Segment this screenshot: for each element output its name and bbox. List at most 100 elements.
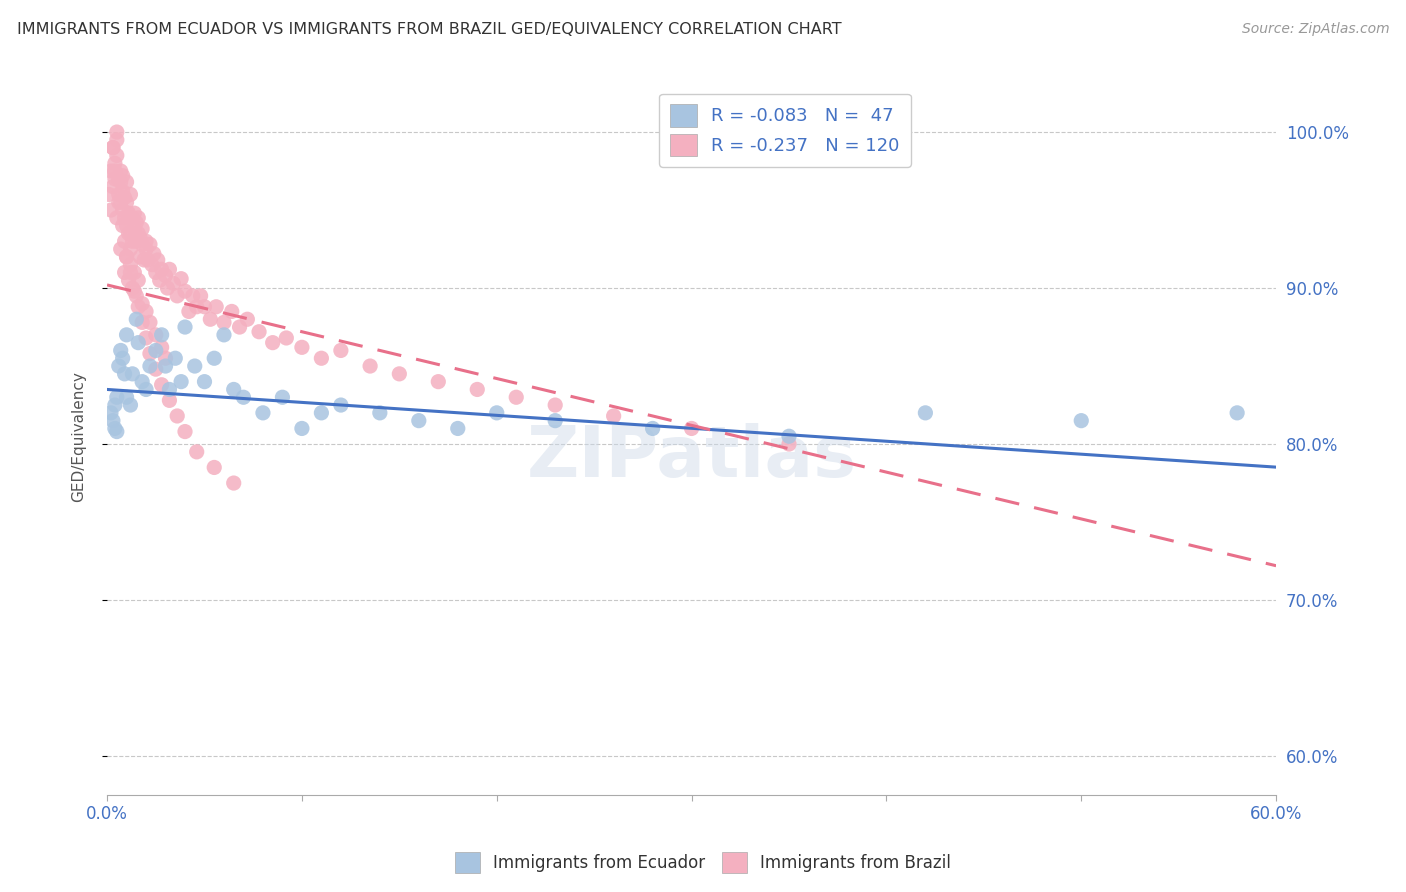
Point — [329, 398, 352, 412]
Point — [162, 277, 184, 291]
Point — [114, 234, 136, 248]
Point — [232, 390, 254, 404]
Point — [127, 273, 149, 287]
Point — [1226, 406, 1249, 420]
Point — [914, 406, 936, 420]
Point — [110, 242, 132, 256]
Point — [139, 346, 162, 360]
Point — [101, 141, 124, 155]
Point — [184, 359, 207, 373]
Point — [368, 406, 391, 420]
Point — [120, 265, 142, 279]
Legend: Immigrants from Ecuador, Immigrants from Brazil: Immigrants from Ecuador, Immigrants from… — [449, 846, 957, 880]
Point — [111, 184, 134, 198]
Point — [117, 227, 139, 241]
Point — [186, 445, 208, 459]
Point — [212, 327, 235, 342]
Point — [120, 242, 142, 256]
Text: ZIPatlas: ZIPatlas — [526, 424, 856, 492]
Point — [641, 421, 664, 435]
Point — [150, 327, 173, 342]
Point — [155, 359, 177, 373]
Point — [166, 409, 188, 423]
Point — [145, 362, 167, 376]
Point — [145, 343, 167, 358]
Point — [149, 273, 172, 287]
Point — [236, 312, 259, 326]
Point — [120, 187, 142, 202]
Point — [247, 325, 270, 339]
Point — [100, 202, 122, 217]
Point — [174, 320, 197, 334]
Point — [124, 284, 146, 298]
Legend: R = -0.083   N =  47, R = -0.237   N = 120: R = -0.083 N = 47, R = -0.237 N = 120 — [659, 94, 911, 167]
Point — [291, 340, 314, 354]
Point — [124, 221, 146, 235]
Point — [156, 281, 179, 295]
Point — [114, 265, 136, 279]
Point — [145, 265, 167, 279]
Point — [202, 351, 225, 366]
Point — [121, 234, 143, 248]
Point — [157, 393, 180, 408]
Point — [114, 190, 136, 204]
Point — [205, 300, 228, 314]
Point — [212, 315, 235, 329]
Point — [127, 227, 149, 241]
Point — [681, 421, 703, 435]
Point — [155, 351, 177, 366]
Point — [408, 414, 430, 428]
Point — [202, 460, 225, 475]
Point — [115, 219, 138, 233]
Point — [177, 304, 200, 318]
Point — [131, 296, 153, 310]
Point — [115, 175, 138, 189]
Point — [131, 221, 153, 235]
Point — [146, 252, 169, 267]
Point — [145, 327, 167, 342]
Point — [120, 258, 142, 272]
Point — [1070, 414, 1092, 428]
Point — [104, 164, 127, 178]
Point — [105, 125, 128, 139]
Point — [166, 289, 188, 303]
Point — [262, 335, 284, 350]
Point — [778, 429, 800, 443]
Point — [186, 300, 208, 314]
Point — [127, 211, 149, 225]
Point — [121, 281, 143, 295]
Point — [110, 195, 132, 210]
Point — [129, 250, 152, 264]
Point — [105, 425, 128, 439]
Point — [117, 273, 139, 287]
Point — [111, 169, 134, 183]
Point — [115, 250, 138, 264]
Point — [125, 215, 148, 229]
Point — [311, 351, 333, 366]
Point — [150, 262, 173, 277]
Point — [104, 421, 127, 435]
Point — [100, 406, 122, 420]
Point — [120, 398, 142, 412]
Point — [101, 414, 124, 428]
Point — [107, 171, 129, 186]
Point — [778, 437, 800, 451]
Point — [228, 320, 250, 334]
Point — [181, 289, 204, 303]
Point — [165, 351, 187, 366]
Point — [104, 398, 127, 412]
Point — [465, 383, 488, 397]
Point — [359, 359, 381, 373]
Point — [129, 231, 152, 245]
Point — [139, 359, 162, 373]
Point — [105, 148, 128, 162]
Point — [222, 476, 245, 491]
Point — [120, 227, 142, 241]
Point — [276, 331, 298, 345]
Point — [125, 289, 148, 303]
Point — [98, 187, 121, 202]
Point — [157, 383, 180, 397]
Point — [110, 164, 132, 178]
Point — [135, 383, 157, 397]
Point — [115, 327, 138, 342]
